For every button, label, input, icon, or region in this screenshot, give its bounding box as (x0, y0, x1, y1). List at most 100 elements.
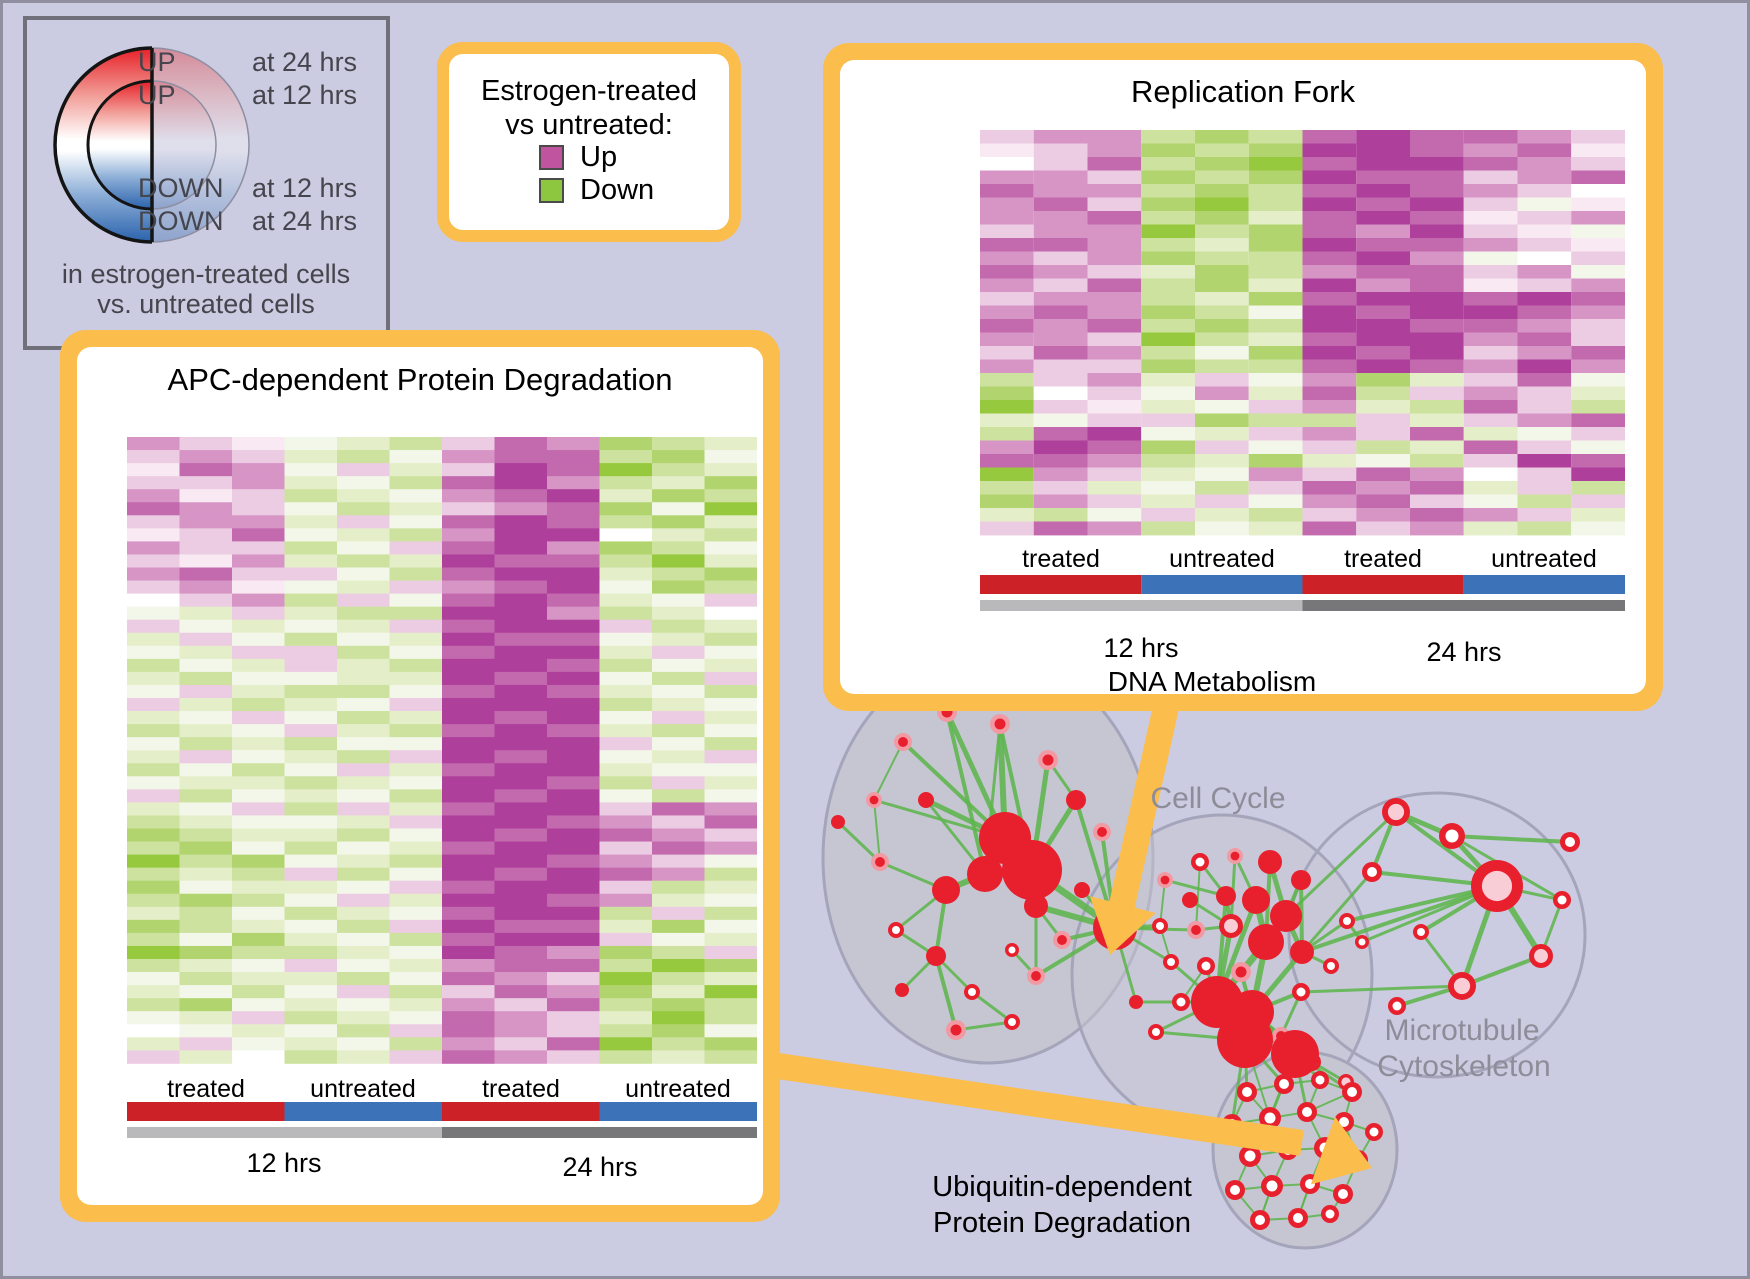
heatmap-cell (284, 1011, 337, 1025)
heatmap-cell (442, 1011, 495, 1025)
heatmap-cell (1141, 143, 1195, 158)
heatmap-cell (337, 985, 390, 999)
heatmap-cell (1356, 467, 1410, 482)
node-core (831, 815, 845, 829)
heatmap-cell (1033, 238, 1088, 252)
apc-time-bar-12 (127, 1127, 442, 1138)
heatmap-cell (1356, 400, 1410, 414)
heatmap-cell (284, 815, 337, 829)
heatmap-cell (1087, 130, 1142, 144)
heatmap-cell (232, 658, 285, 673)
node-core (950, 1024, 962, 1036)
heatmap-cell (1141, 494, 1195, 509)
heatmap-cell (1195, 332, 1249, 347)
heatmap-cell (284, 554, 337, 568)
heatmap-cell (1571, 346, 1625, 360)
heatmap-cell (652, 593, 705, 608)
heatmap-cell (1087, 197, 1142, 212)
heatmap-cell (442, 893, 495, 908)
heatmap-cell (1195, 373, 1249, 387)
rf-heatmap (980, 130, 1625, 536)
node-hole (1392, 1001, 1402, 1011)
node-core (1270, 900, 1302, 932)
heatmap-cell (442, 750, 495, 764)
heatmap-cell (704, 476, 757, 490)
heatmap-cell (1033, 481, 1088, 495)
heatmap-cell (337, 450, 390, 464)
heatmap-cell (1410, 454, 1464, 468)
heatmap-cell (1517, 359, 1572, 374)
heatmap-cell (1141, 305, 1195, 320)
heatmap-cell (547, 554, 600, 568)
heatmap-cell (1410, 251, 1464, 266)
heatmap-cell (127, 854, 180, 869)
heatmap-cell (1248, 184, 1303, 198)
heatmap-cell (1463, 427, 1518, 441)
heatmap-cell (1463, 238, 1518, 252)
heatmap-cell (1463, 130, 1518, 144)
heatmap-cell (284, 541, 337, 555)
heatmap-cell (284, 450, 337, 464)
heatmap-cell (389, 580, 442, 594)
heatmap-cell (980, 251, 1034, 266)
heatmap-cell (284, 1024, 337, 1038)
heatmap-cell (284, 567, 337, 581)
heatmap-cell (1463, 373, 1518, 387)
heatmap-cell (1463, 292, 1518, 306)
heatmap-cell (1141, 346, 1195, 360)
heatmap-cell (1033, 157, 1088, 171)
heatmap-cell (232, 632, 285, 647)
node-core (967, 856, 1003, 892)
heatmap-cell (389, 972, 442, 986)
heatmap-cell (1517, 332, 1572, 347)
heatmap-cell (389, 437, 442, 451)
heatmap-cell (127, 985, 180, 999)
node-core (1235, 966, 1247, 978)
heatmap-cell (389, 541, 442, 555)
network-node (1288, 1208, 1308, 1228)
heatmap-cell (337, 945, 390, 960)
heatmap-cell (1195, 427, 1249, 441)
heatmap-cell (1517, 211, 1572, 225)
ring-row-time: at 12 hrs (252, 173, 357, 203)
heatmap-cell (547, 580, 600, 594)
heatmap-cell (652, 802, 705, 816)
heatmap-cell (389, 959, 442, 973)
heatmap-cell (1195, 305, 1249, 320)
heatmap-cell (389, 919, 442, 934)
apc-time-label-24: 24 hrs (562, 1152, 637, 1182)
node-hole (1296, 987, 1306, 997)
heatmap-cell (1248, 508, 1303, 522)
network-node (964, 984, 980, 1000)
heatmap-cell (1141, 251, 1195, 266)
heatmap-cell (1356, 346, 1410, 360)
heatmap-cell (1517, 197, 1572, 212)
heatmap-cell (284, 880, 337, 895)
heatmap-cell (389, 489, 442, 503)
heatmap-cell (599, 1037, 652, 1051)
heatmap-cell (337, 724, 390, 738)
heatmap-cell (179, 698, 232, 712)
apc-group-label: untreated (310, 1075, 416, 1103)
heatmap-cell (1087, 238, 1142, 252)
network-node (1237, 1082, 1257, 1102)
heatmap-cell (1463, 211, 1518, 225)
heatmap-cell (599, 998, 652, 1012)
heatmap-cell (442, 528, 495, 542)
heatmap-cell (284, 998, 337, 1012)
heatmap-cell (1571, 130, 1625, 144)
heatmap-cell (1248, 157, 1303, 171)
heatmap-cell (1356, 197, 1410, 212)
heatmap-cell (179, 476, 232, 490)
updown-title-line1: Estrogen-treated (481, 75, 697, 107)
heatmap-cell (442, 854, 495, 869)
heatmap-cell (599, 867, 652, 882)
heatmap-cell (1517, 130, 1572, 144)
heatmap-cell (1033, 170, 1088, 185)
heatmap-cell (232, 554, 285, 568)
ring-row-dir: UP (138, 80, 176, 110)
heatmap-cell (232, 502, 285, 516)
heatmap-cell (704, 1024, 757, 1038)
